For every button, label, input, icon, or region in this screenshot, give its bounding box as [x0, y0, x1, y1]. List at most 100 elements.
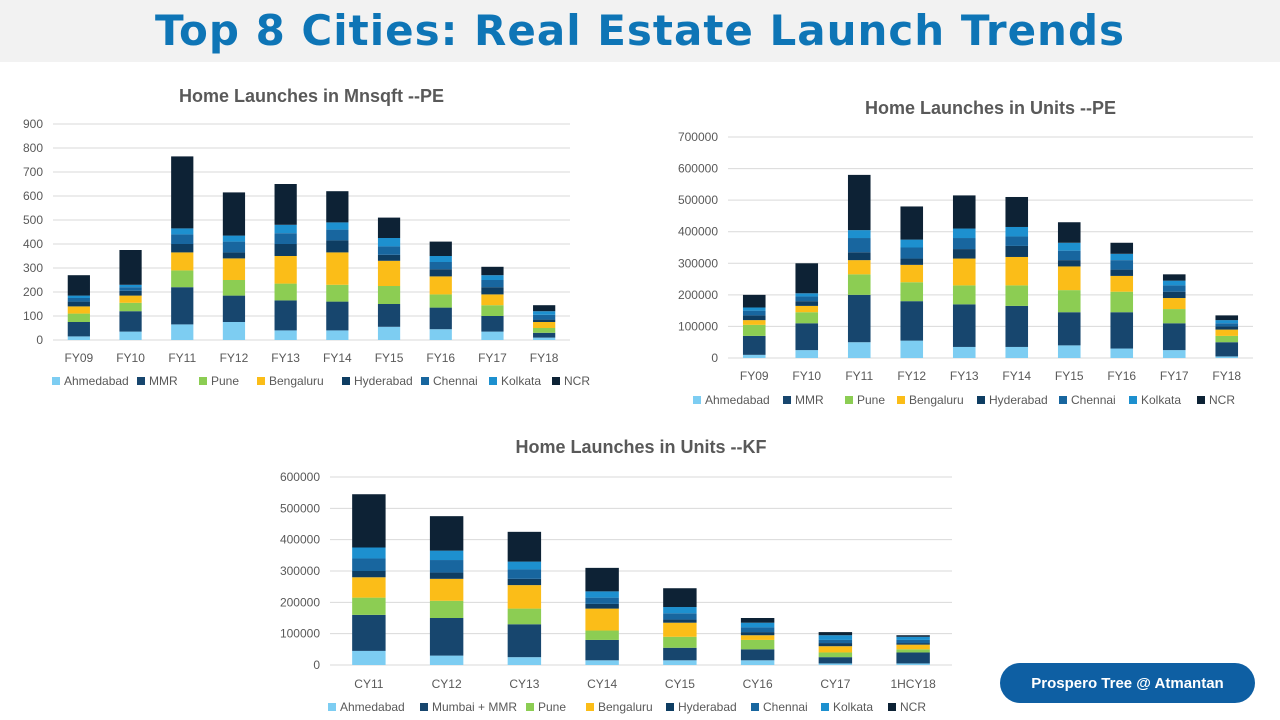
- bar-segment: [818, 632, 853, 636]
- legend-label: Chennai: [763, 700, 808, 714]
- bar-segment: [1215, 356, 1239, 358]
- y-tick-label: 600000: [678, 162, 718, 176]
- bar-segment: [740, 639, 775, 650]
- bar-segment: [847, 252, 871, 261]
- bar-segment: [896, 636, 930, 640]
- page-title: Top 8 Cities: Real Estate Launch Trends: [154, 6, 1126, 55]
- bar-segment: [585, 630, 619, 640]
- bar-segment: [795, 350, 819, 358]
- bar-segment: [585, 608, 619, 631]
- bar-segment: [507, 608, 542, 625]
- legend-label: Bengaluru: [598, 700, 653, 714]
- legend-label: Pune: [538, 700, 566, 714]
- bar-segment: [377, 217, 401, 238]
- bar-segment: [795, 323, 819, 351]
- bar-segment: [1162, 291, 1186, 299]
- bar-segment: [222, 258, 246, 280]
- y-tick-label: 400000: [280, 533, 320, 547]
- bar-segment: [274, 300, 297, 331]
- bar-segment: [1110, 269, 1134, 276]
- bar-segment: [274, 256, 297, 284]
- bar-segment: [1005, 346, 1029, 358]
- bar-segment: [352, 614, 386, 651]
- bar-segment: [119, 331, 142, 340]
- x-tick-label: FY14: [1002, 369, 1031, 383]
- bar-segment: [533, 332, 556, 338]
- bar-segment: [481, 331, 504, 340]
- bar-segment: [663, 647, 697, 661]
- legend-label: NCR: [1209, 393, 1235, 407]
- y-tick-label: 300: [23, 261, 43, 275]
- bar-segment: [585, 660, 619, 665]
- bar-segment: [429, 329, 452, 340]
- bar-segment: [222, 235, 246, 242]
- x-tick-label: FY13: [271, 351, 300, 365]
- bar-segment: [818, 646, 853, 653]
- y-tick-label: 500: [23, 213, 43, 227]
- legend-label: Kolkata: [1141, 393, 1181, 407]
- x-tick-label: FY14: [323, 351, 352, 365]
- x-tick-label: FY11: [168, 351, 196, 365]
- bar-segment: [1162, 274, 1186, 281]
- bar-segment: [274, 233, 297, 244]
- legend-label: Bengaluru: [909, 393, 964, 407]
- bar-segment: [896, 635, 930, 637]
- bar-segment: [740, 632, 775, 636]
- bar-segment: [222, 295, 246, 322]
- x-tick-label: CY16: [743, 677, 773, 691]
- bar-segment: [818, 663, 853, 665]
- bar-segment: [896, 649, 930, 653]
- y-tick-label: 0: [711, 351, 718, 365]
- bar-segment: [1110, 291, 1134, 313]
- y-tick-label: 500000: [280, 501, 320, 515]
- y-tick-label: 500000: [678, 193, 718, 207]
- legend-label: Mumbai + MMR: [432, 700, 517, 714]
- bar-segment: [429, 578, 464, 601]
- bar-segment: [507, 569, 542, 579]
- bar-segment: [1215, 335, 1239, 343]
- bar-segment: [740, 649, 775, 661]
- bar-segment: [222, 192, 246, 236]
- bar-segment: [429, 262, 452, 270]
- x-tick-label: FY15: [1055, 369, 1084, 383]
- bar-segment: [119, 250, 142, 285]
- bar-segment: [274, 244, 297, 256]
- bar-segment: [377, 246, 401, 255]
- y-tick-label: 200: [23, 285, 43, 299]
- bar-segment: [900, 247, 924, 259]
- y-tick-label: 300000: [280, 564, 320, 578]
- bar-segment: [429, 294, 452, 308]
- bar-segment: [742, 294, 766, 308]
- bar-segment: [429, 655, 464, 665]
- legend-label: Ahmedabad: [340, 700, 405, 714]
- legend-label: Ahmedabad: [705, 393, 770, 407]
- bar-segment: [740, 622, 775, 628]
- bar-segment: [847, 294, 871, 343]
- bar-segment: [429, 618, 464, 656]
- x-tick-label: FY15: [375, 351, 404, 365]
- y-tick-label: 200000: [678, 288, 718, 302]
- bar-segment: [274, 184, 297, 225]
- x-tick-label: FY10: [116, 351, 145, 365]
- y-tick-label: 0: [313, 658, 320, 672]
- bar-segment: [896, 663, 930, 665]
- bar-segment: [533, 328, 556, 333]
- legend-swatch: [693, 396, 701, 404]
- bar-segment: [171, 244, 194, 253]
- chart-title: Home Launches in Units --KF: [515, 437, 766, 457]
- bar-segment: [222, 280, 246, 296]
- bar-segment: [847, 174, 871, 231]
- bar-segment: [377, 238, 401, 247]
- bar-segment: [795, 312, 819, 324]
- y-tick-label: 400: [23, 237, 43, 251]
- legend-swatch: [526, 703, 534, 711]
- bar-segment: [1215, 326, 1239, 330]
- bar-segment: [952, 228, 976, 239]
- bar-segment: [1162, 280, 1186, 286]
- bar-segment: [377, 254, 401, 261]
- bar-segment: [533, 337, 556, 340]
- bar-segment: [742, 307, 766, 311]
- legend-label: Hyderabad: [354, 374, 413, 388]
- bar-segment: [1057, 250, 1081, 261]
- x-tick-label: FY17: [478, 351, 507, 365]
